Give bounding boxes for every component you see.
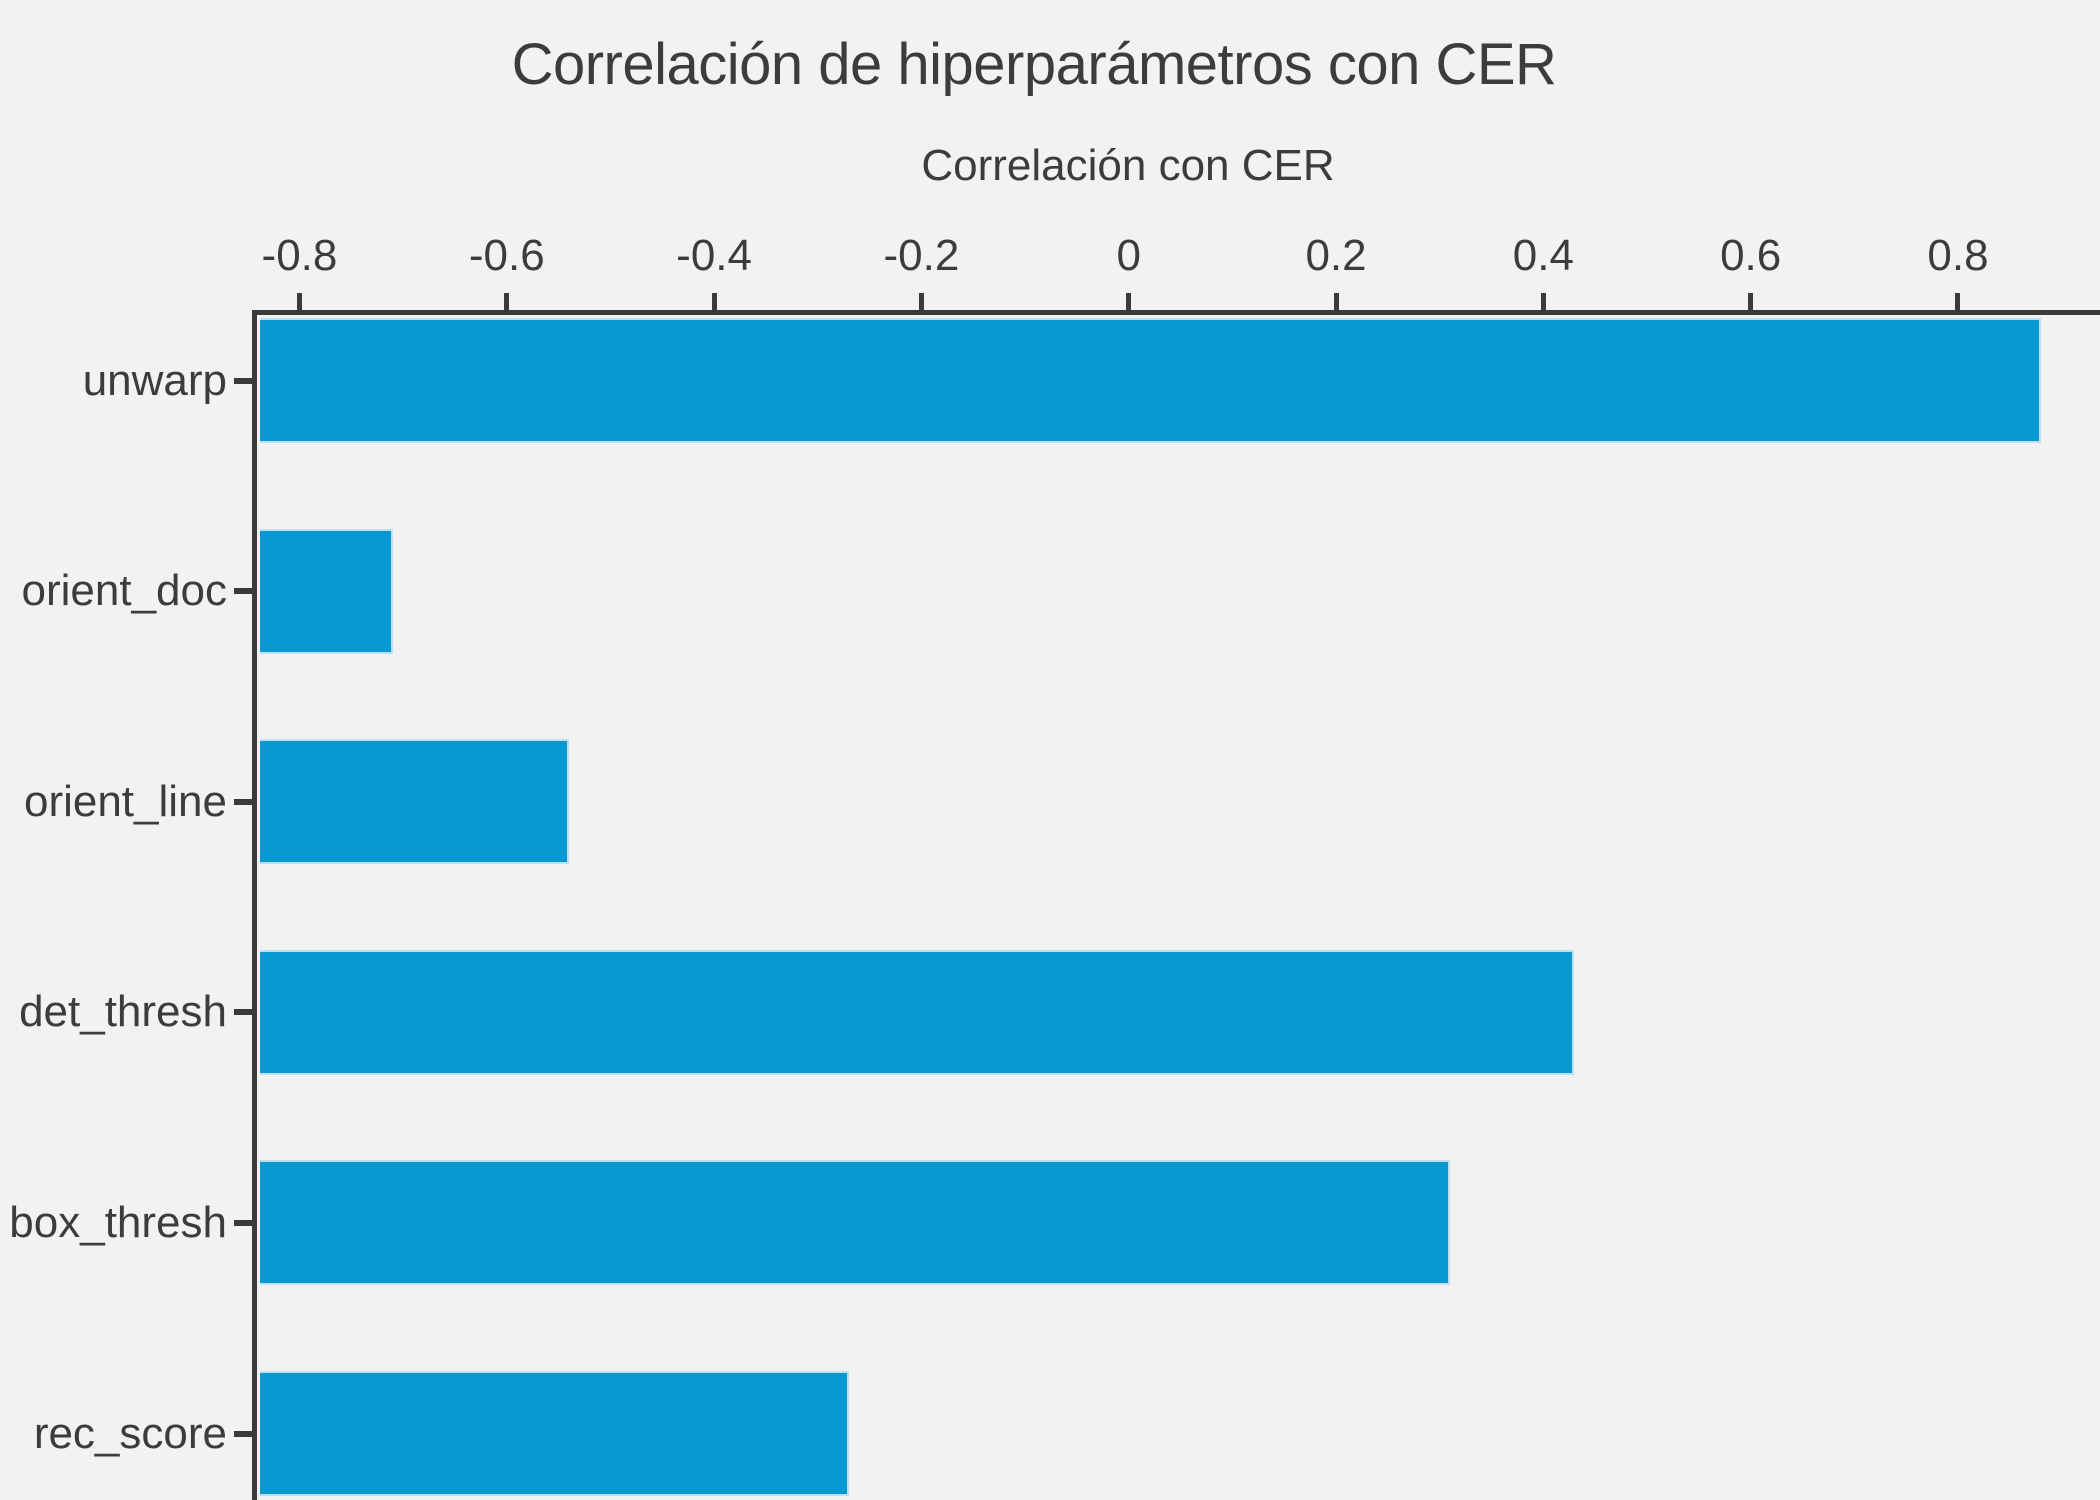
y-tick-mark xyxy=(234,1219,252,1226)
y-tick-mark xyxy=(234,1009,252,1016)
x-axis-label: Correlación con CER xyxy=(921,141,1335,190)
y-tick-mark xyxy=(234,798,252,805)
bar xyxy=(260,318,2041,443)
x-tick-mark xyxy=(1955,293,1961,310)
bar xyxy=(260,1160,1451,1286)
bar xyxy=(260,1371,849,1496)
x-tick-mark xyxy=(296,293,302,310)
x-tick-label: 0.4 xyxy=(1512,231,1574,280)
y-axis-spine xyxy=(252,310,257,1500)
x-tick-label: 0 xyxy=(1116,231,1141,280)
category-label: unwarp xyxy=(82,355,227,405)
x-tick-label: -0.6 xyxy=(468,231,545,280)
x-tick-mark xyxy=(1748,293,1754,310)
bar xyxy=(260,739,569,865)
y-tick-mark xyxy=(234,377,252,384)
category-label: orient_doc xyxy=(21,566,227,616)
category-label: det_thresh xyxy=(19,987,227,1037)
x-axis-spine xyxy=(252,310,2100,315)
x-tick-mark xyxy=(1126,293,1132,310)
x-tick-mark xyxy=(504,293,510,310)
bar xyxy=(260,949,1575,1075)
category-label: rec_score xyxy=(33,1408,227,1458)
x-tick-label: 0.6 xyxy=(1720,231,1782,280)
x-tick-mark xyxy=(1333,293,1339,310)
x-tick-label: -0.4 xyxy=(676,231,753,280)
y-tick-mark xyxy=(234,588,252,595)
category-label: box_thresh xyxy=(9,1197,227,1247)
x-tick-label: 0.2 xyxy=(1305,231,1367,280)
y-tick-mark xyxy=(234,1430,252,1437)
x-tick-label: -0.2 xyxy=(883,231,960,280)
x-tick-label: 0.8 xyxy=(1927,231,1989,280)
x-tick-mark xyxy=(918,293,924,310)
bar xyxy=(260,528,393,654)
chart-title: Correlación de hiperparámetros con CER xyxy=(511,32,1557,97)
x-tick-label: -0.8 xyxy=(261,231,338,280)
x-tick-mark xyxy=(1540,293,1546,310)
x-tick-mark xyxy=(711,293,717,310)
category-label: orient_line xyxy=(23,776,227,826)
